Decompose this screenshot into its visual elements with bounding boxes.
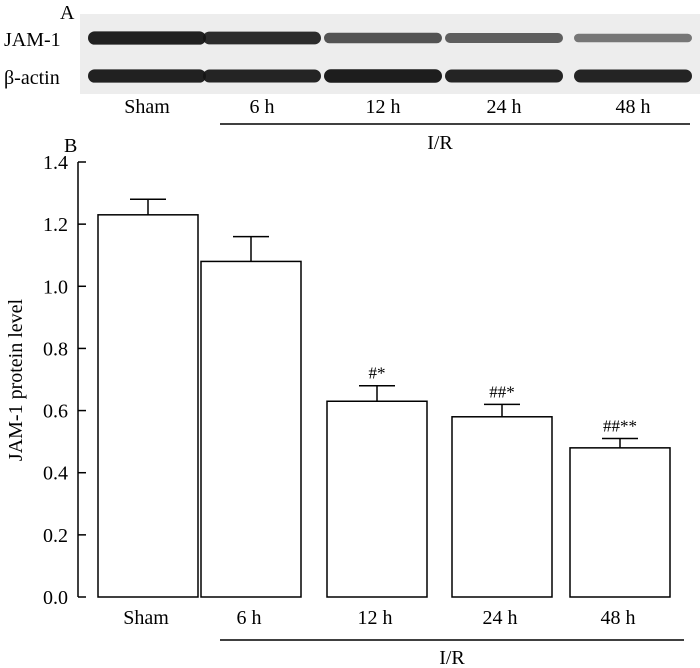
bar [569,447,671,598]
y-axis-label: JAM-1 protein level [5,298,27,461]
y-tick-label: 1.0 [43,276,68,298]
chart-ir-label: I/R [439,647,465,668]
blot-band [574,69,692,83]
blot-lane-label: 12 h [366,96,401,118]
significance-label: #* [369,364,386,383]
significance-label: ##** [603,417,637,436]
blot-lane-label: Sham [124,96,170,118]
bar [97,214,199,598]
bar [326,400,428,598]
blot-bands [88,31,692,83]
x-tick-label: 12 h [358,607,393,629]
blot-band [203,69,321,83]
y-tick-label: 1.2 [43,214,68,236]
blot-band [324,32,442,44]
blot-band [445,33,563,43]
blot-band [88,69,206,83]
y-tick-label: 0.8 [43,338,68,360]
blot-lane-label: 48 h [616,96,651,118]
x-axis-labels: Sham 6 h 12 h 24 h 48 h [123,607,635,629]
y-tick-label: 0.6 [43,401,68,423]
bar [451,416,553,598]
y-tick-label: 1.4 [43,152,68,174]
blot-band [324,69,442,83]
bars: #* ##* ##** [97,198,671,598]
blot-band [445,69,563,83]
significance-label: ##* [489,382,515,401]
blot-row-label-jam1: JAM-1 [4,29,61,51]
x-tick-label: 48 h [601,607,636,629]
blot-lane-labels: Sham 6 h 12 h 24 h 48 h [124,96,650,118]
panel-b-label: B [64,135,77,157]
y-axis-ticks: 0.0 0.2 0.4 0.6 0.8 1.0 1.2 1.4 [43,152,86,609]
x-tick-label: 24 h [483,607,518,629]
blot-band [88,31,206,45]
y-tick-label: 0.2 [43,525,68,547]
x-tick-label: 6 h [237,607,262,629]
blot-band [203,31,321,45]
y-tick-label: 0.4 [43,463,68,485]
panel-a-label: A [60,2,75,24]
y-tick-label: 0.0 [43,587,68,609]
panel-a: A JAM-1 β-actin Sham 6 h 12 h 24 h 48 h I/R [4,2,700,154]
panel-b: B JAM-1 protein level 0.0 0.2 0.4 0.6 0.8 1.0… [5,135,684,668]
blot-band [574,33,692,43]
blot-lane-label: 6 h [250,96,275,118]
blot-ir-label: I/R [427,132,453,154]
bar [200,260,302,598]
x-tick-label: Sham [123,607,169,629]
blot-lane-label: 24 h [487,96,522,118]
blot-row-label-actin: β-actin [4,67,60,89]
